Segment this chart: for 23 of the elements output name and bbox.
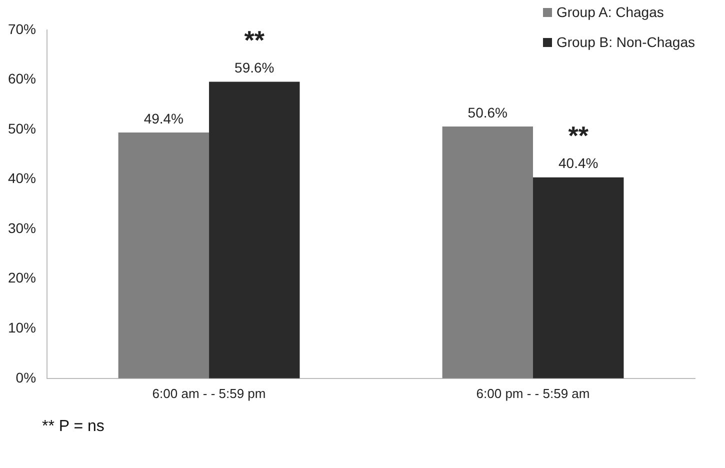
- y-tick-label: 30%: [8, 220, 36, 236]
- x-tick-label: 6:00 pm - - 5:59 am: [476, 386, 590, 401]
- annotation: **: [568, 120, 590, 150]
- data-label: 50.6%: [468, 104, 508, 120]
- bar: [533, 177, 624, 378]
- y-tick-label: 40%: [8, 170, 36, 186]
- text: ** P = ns: [42, 418, 104, 436]
- annotation: **: [244, 24, 266, 55]
- bar: [442, 126, 534, 378]
- y-tick-label: 50%: [8, 120, 36, 136]
- legend-label: Group A: Chagas: [556, 4, 664, 20]
- x-tick-label: 6:00 am - - 5:59 pm: [152, 386, 266, 401]
- data-label: 59.6%: [234, 60, 274, 76]
- y-tick-label: 60%: [8, 70, 36, 87]
- y-tick-label: 20%: [8, 270, 36, 286]
- y-tick-label: 10%: [8, 319, 36, 336]
- data-label: 40.4%: [558, 155, 598, 172]
- bar: [118, 132, 210, 378]
- data-label: 49.4%: [144, 110, 184, 126]
- legend-label: Group B: Non-Chagas: [556, 34, 695, 50]
- y-tick-label: 0%: [16, 369, 36, 386]
- bar: [209, 82, 300, 378]
- y-tick-label: 70%: [8, 20, 36, 37]
